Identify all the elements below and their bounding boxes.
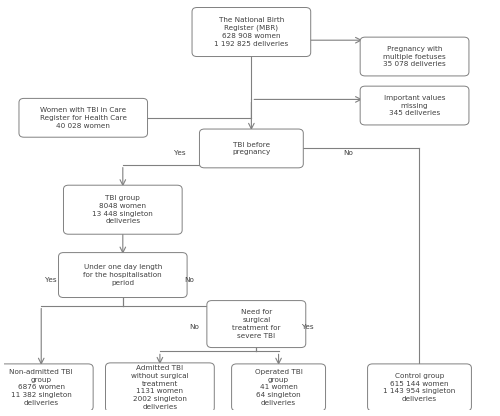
Text: Important values
missing
345 deliveries: Important values missing 345 deliveries xyxy=(384,95,446,116)
Text: Yes: Yes xyxy=(46,277,57,283)
Text: Yes: Yes xyxy=(302,324,314,330)
Text: No: No xyxy=(184,277,194,283)
FancyBboxPatch shape xyxy=(106,363,214,412)
FancyBboxPatch shape xyxy=(368,364,472,411)
FancyBboxPatch shape xyxy=(360,86,469,125)
Text: Women with TBI in Care
Register for Health Care
40 028 women: Women with TBI in Care Register for Heal… xyxy=(40,107,127,129)
Text: No: No xyxy=(190,324,200,330)
FancyBboxPatch shape xyxy=(232,364,326,411)
Text: No: No xyxy=(343,150,352,156)
FancyBboxPatch shape xyxy=(207,301,306,347)
Text: The National Birth
Register (MBR)
628 908 women
1 192 825 deliveries: The National Birth Register (MBR) 628 90… xyxy=(214,17,288,47)
Text: TBI before
pregnancy: TBI before pregnancy xyxy=(232,141,270,155)
Text: Need for
surgical
treatment for
severe TBI: Need for surgical treatment for severe T… xyxy=(232,310,280,339)
FancyBboxPatch shape xyxy=(360,37,469,76)
FancyBboxPatch shape xyxy=(192,7,310,57)
Text: Non-admitted TBI
group
6876 women
11 382 singleton
deliveries: Non-admitted TBI group 6876 women 11 382… xyxy=(10,369,73,406)
FancyBboxPatch shape xyxy=(58,253,187,297)
Text: Yes: Yes xyxy=(174,150,186,156)
Text: Operated TBI
group
41 women
64 singleton
deliveries: Operated TBI group 41 women 64 singleton… xyxy=(254,369,302,406)
FancyBboxPatch shape xyxy=(19,99,148,137)
Text: Control group
615 144 women
1 143 954 singleton
deliveries: Control group 615 144 women 1 143 954 si… xyxy=(384,373,456,402)
FancyBboxPatch shape xyxy=(200,129,304,168)
Text: Admitted TBI
without surgical
treatment
1131 women
2002 singleton
deliveries: Admitted TBI without surgical treatment … xyxy=(131,365,188,410)
Text: TBI group
8048 women
13 448 singleton
deliveries: TBI group 8048 women 13 448 singleton de… xyxy=(92,195,153,224)
Text: Pregnancy with
multiple foetuses
35 078 deliveries: Pregnancy with multiple foetuses 35 078 … xyxy=(383,46,446,67)
FancyBboxPatch shape xyxy=(64,185,182,234)
FancyBboxPatch shape xyxy=(0,364,93,411)
Text: Under one day length
for the hospitalisation
period: Under one day length for the hospitalisa… xyxy=(84,264,162,286)
